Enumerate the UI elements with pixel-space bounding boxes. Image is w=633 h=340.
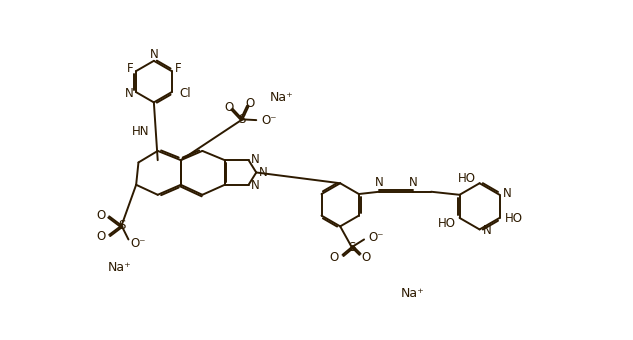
Text: F: F: [175, 63, 181, 75]
Text: N: N: [482, 224, 491, 237]
Text: O⁻: O⁻: [130, 237, 146, 250]
Text: O: O: [96, 209, 105, 222]
Text: N: N: [409, 176, 418, 189]
Text: F: F: [127, 63, 133, 75]
Text: N: N: [258, 166, 267, 179]
Text: O⁻: O⁻: [368, 231, 384, 244]
Text: N: N: [149, 48, 158, 61]
Text: HN: HN: [132, 125, 149, 138]
Text: Cl: Cl: [180, 87, 191, 100]
Text: N: N: [503, 187, 511, 200]
Text: S: S: [348, 241, 356, 254]
Text: O⁻: O⁻: [261, 114, 277, 126]
Text: HO: HO: [437, 217, 456, 230]
Text: N: N: [125, 87, 134, 100]
Text: O: O: [246, 98, 254, 111]
Text: Na⁺: Na⁺: [108, 261, 131, 274]
Text: S: S: [118, 219, 125, 232]
Text: O: O: [225, 101, 234, 114]
Text: O: O: [96, 230, 105, 243]
Text: S: S: [239, 113, 246, 126]
Text: N: N: [251, 153, 260, 166]
Text: N: N: [375, 176, 384, 189]
Text: Na⁺: Na⁺: [400, 287, 424, 300]
Text: N: N: [251, 179, 260, 192]
Text: O: O: [329, 252, 339, 265]
Text: HO: HO: [505, 212, 523, 225]
Text: HO: HO: [458, 172, 476, 185]
Text: Na⁺: Na⁺: [270, 90, 293, 103]
Text: O: O: [361, 252, 371, 265]
